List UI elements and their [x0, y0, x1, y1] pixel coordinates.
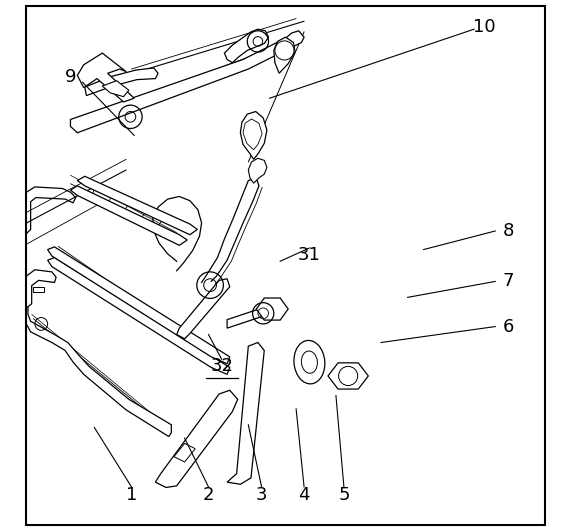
Polygon shape [256, 298, 288, 320]
Polygon shape [85, 68, 158, 96]
Text: 3: 3 [256, 486, 267, 504]
Polygon shape [47, 258, 230, 374]
Polygon shape [26, 270, 56, 308]
Polygon shape [240, 112, 267, 159]
Text: 32: 32 [210, 357, 234, 375]
Text: 4: 4 [298, 486, 310, 504]
Text: 10: 10 [473, 18, 496, 36]
Polygon shape [26, 187, 76, 234]
Polygon shape [70, 31, 304, 133]
Text: 1: 1 [126, 486, 137, 504]
Text: 2: 2 [203, 486, 214, 504]
Polygon shape [224, 29, 268, 63]
Text: 9: 9 [65, 68, 76, 86]
Text: 31: 31 [298, 246, 321, 264]
Text: 8: 8 [503, 222, 514, 240]
Polygon shape [248, 158, 267, 183]
Polygon shape [243, 119, 262, 150]
Polygon shape [47, 247, 230, 364]
Polygon shape [174, 443, 195, 462]
Polygon shape [102, 81, 129, 97]
Text: 6: 6 [503, 318, 514, 336]
Polygon shape [176, 279, 230, 339]
Polygon shape [274, 37, 295, 73]
Polygon shape [328, 363, 368, 389]
Polygon shape [77, 53, 134, 102]
Polygon shape [155, 390, 238, 487]
Bar [33, 287, 45, 292]
Polygon shape [70, 186, 187, 245]
Polygon shape [227, 342, 264, 484]
Polygon shape [26, 304, 171, 436]
Polygon shape [227, 306, 267, 328]
Text: 7: 7 [503, 272, 514, 290]
Text: 5: 5 [338, 486, 349, 504]
Polygon shape [77, 176, 198, 235]
